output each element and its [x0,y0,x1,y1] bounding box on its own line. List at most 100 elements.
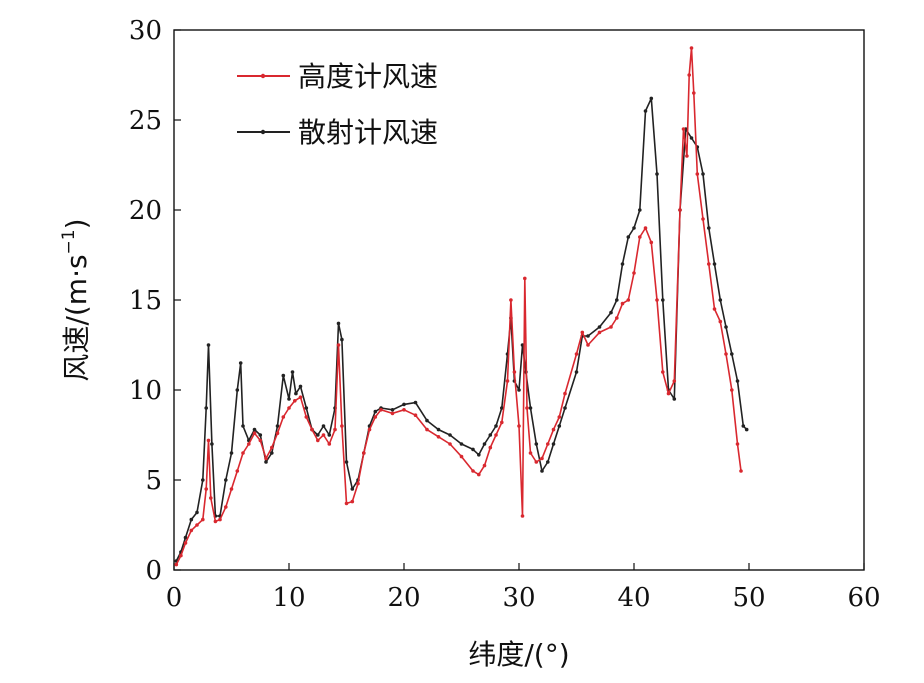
y-tick-label: 15 [129,286,162,316]
data-point [615,316,619,320]
data-point [210,442,214,446]
data-point [304,415,309,419]
data-point [609,325,613,329]
data-point [534,442,539,446]
data-point [402,408,406,412]
data-point [546,460,550,464]
data-point [287,397,291,401]
data-point [195,523,199,527]
data-point [304,406,309,410]
data-point [551,427,556,432]
data-point [712,262,717,266]
data-point [494,433,498,437]
x-tick-label: 30 [502,583,535,613]
data-point [678,208,682,212]
data-point [574,370,579,374]
data-point [632,271,636,275]
data-point [264,456,268,461]
data-point [586,343,590,347]
data-point [413,413,418,418]
data-point [632,226,636,230]
data-point [707,226,711,230]
x-axis-title: 纬度/(°) [468,638,569,671]
altimeter-series [174,46,743,567]
data-point [459,454,464,459]
data-point [540,469,544,473]
data-point [574,352,579,356]
y-tick-label: 5 [145,466,162,496]
data-point [626,235,631,239]
data-point [258,438,263,443]
data-point [258,433,263,437]
data-point [281,373,286,378]
data-point [580,330,585,335]
data-point [735,442,740,446]
axis-ticks: 0 10 20 30 40 50 60 0 5 10 15 20 25 30 [129,16,881,613]
data-point [373,409,378,414]
data-point [655,172,659,176]
data-point [448,433,452,437]
data-point [638,208,642,212]
data-point [189,517,194,522]
data-point [287,406,291,410]
data-point [666,391,671,396]
data-point [482,463,487,468]
data-point [413,400,418,405]
data-point [224,478,228,482]
data-point [229,487,234,491]
data-point [204,406,208,410]
x-tick-label: 0 [166,583,183,613]
data-point [281,415,286,419]
data-point [183,541,188,545]
data-point [477,453,481,457]
data-point [500,420,504,425]
data-point [471,447,475,452]
y-axis-title: 风速/(m·s−1) [59,218,93,381]
data-point [238,361,243,365]
y-tick-label: 30 [129,16,162,46]
data-point [597,330,602,335]
data-point [373,415,378,419]
y-axis-title-close: ) [60,218,93,229]
y-tick-label: 20 [129,196,162,226]
data-point [534,460,539,464]
data-point [275,431,280,436]
data-point [528,406,533,410]
data-point [350,487,355,491]
data-point [224,505,228,509]
data-point [316,433,320,437]
data-point [235,388,240,392]
data-point [367,427,372,432]
data-point [701,217,705,221]
data-point [494,424,498,428]
data-point [735,379,740,383]
data-point [557,424,562,428]
legend-label-scatterometer: 散射计风速 [298,116,438,149]
data-point [739,469,743,473]
data-point [695,172,700,176]
y-axis-title-main: 风速/(m·s [60,254,93,381]
data-point [247,442,251,446]
data-point [321,424,326,428]
data-point [638,235,642,239]
data-point [477,472,481,477]
data-point [340,337,344,342]
data-point [551,442,556,446]
data-point [655,298,659,302]
data-point [252,431,257,436]
data-point [707,262,711,266]
data-point [379,408,383,412]
data-point [298,384,303,389]
data-point [661,370,665,374]
data-point [546,442,550,446]
data-point [649,240,654,245]
data-point [448,442,452,446]
x-tick-label: 40 [617,583,650,613]
data-point [517,388,521,392]
data-point [620,301,625,306]
data-point [471,469,475,473]
data-point [689,46,694,50]
y-axis-title-sup: −1 [59,229,79,254]
data-point [336,321,341,326]
data-point [213,519,218,524]
